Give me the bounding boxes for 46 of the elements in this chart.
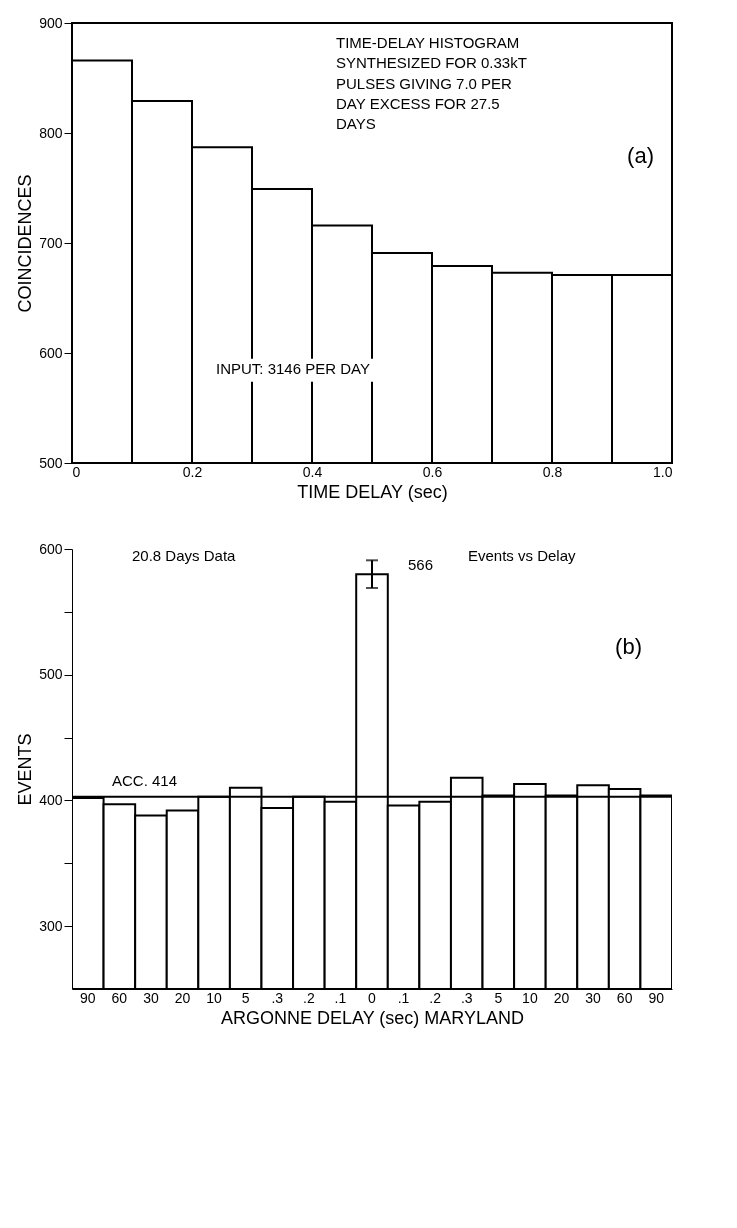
x-tick-label: .3: [460, 989, 473, 1006]
y-tick-label: 500: [39, 454, 63, 471]
x-tick-label: 5: [241, 989, 250, 1006]
annotation: TIME-DELAY HISTOGRAM SYNTHESIZED FOR 0.33kT PULSES GIVING 7.0 PER DAY EXCESS FOR 27.5 DAYS: [336, 34, 527, 133]
y-tick-label: 600: [39, 540, 63, 557]
x-tick-label: 10: [206, 989, 223, 1006]
annotation: INPUT: 3146 PER DAY: [216, 359, 370, 377]
annotation: 20.8 Days Data: [132, 547, 237, 564]
x-tick-label: .2: [303, 989, 315, 1006]
x-tick-label: 0: [368, 989, 377, 1006]
annotation: Events vs Delay: [468, 547, 577, 564]
y-axis-title: EVENTS: [15, 733, 36, 806]
annotation: 566: [408, 555, 434, 573]
x-tick-label: 60: [616, 989, 633, 1006]
y-tick-label: 600: [39, 344, 63, 361]
ref-line-label: ACC. 414: [112, 771, 178, 789]
x-tick-label: 60: [111, 989, 128, 1006]
annotation: (b): [615, 634, 642, 659]
x-tick-label: 0.6: [422, 463, 443, 480]
y-axis-title: COINCIDENCES: [15, 174, 36, 313]
x-tick-label: 5: [494, 989, 503, 1006]
x-tick-label: 90: [648, 989, 665, 1006]
x-tick-label: .3: [271, 989, 284, 1006]
x-axis-title: TIME DELAY (sec): [297, 481, 448, 502]
x-tick-label: .1: [334, 989, 347, 1006]
x-tick-label: 1.0: [653, 463, 673, 480]
x-tick-label: 30: [143, 989, 159, 1006]
y-tick-label: 400: [39, 791, 63, 808]
x-tick-label: 20: [174, 989, 191, 1006]
x-tick-label: 0.4: [302, 463, 323, 480]
y-tick-label: 900: [39, 14, 63, 31]
x-axis-title: ARGONNE DELAY (sec) MARYLAND: [220, 1007, 525, 1028]
y-tick-label: 800: [39, 124, 63, 141]
x-tick-label: 10: [522, 989, 538, 1006]
x-tick-label: 90: [80, 989, 96, 1006]
x-tick-label: 30: [585, 989, 602, 1006]
x-tick-label: .2: [429, 989, 442, 1006]
annotation: (a): [627, 143, 654, 169]
y-tick-label: 700: [39, 234, 63, 251]
x-tick-label: 20: [553, 989, 570, 1006]
x-tick-label: .1: [397, 989, 410, 1006]
x-tick-label: 0: [72, 463, 81, 480]
x-tick-label: 0.2: [182, 463, 203, 480]
x-tick-label: 0.8: [542, 463, 563, 480]
y-tick-label: 500: [39, 666, 63, 683]
y-tick-label: 300: [39, 917, 63, 934]
